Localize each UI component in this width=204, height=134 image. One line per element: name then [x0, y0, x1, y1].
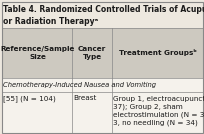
- Text: Cancer
Type: Cancer Type: [78, 46, 106, 60]
- Bar: [2, 28, 203, 78]
- Bar: [2, 92, 203, 134]
- Bar: [2, 2, 203, 28]
- Text: Chemotherapy-Induced Nausea and Vomiting: Chemotherapy-Induced Nausea and Vomiting: [3, 82, 156, 88]
- Text: Treatment Groupsᵇ: Treatment Groupsᵇ: [119, 49, 196, 57]
- Text: Breast: Breast: [73, 95, 96, 101]
- Text: Reference/Sample
Size: Reference/Sample Size: [0, 46, 75, 60]
- Bar: [2, 78, 203, 92]
- Text: Table 4. Randomized Controlled Trials of Acupuncture for N
or Radiation Therapyᵃ: Table 4. Randomized Controlled Trials of…: [3, 5, 204, 26]
- Text: [55] (N = 104): [55] (N = 104): [3, 95, 56, 102]
- Text: Group 1, electroacupuncture (N =
37); Group 2, sham
electrostimulation (N = 33);: Group 1, electroacupuncture (N = 37); Gr…: [113, 95, 204, 126]
